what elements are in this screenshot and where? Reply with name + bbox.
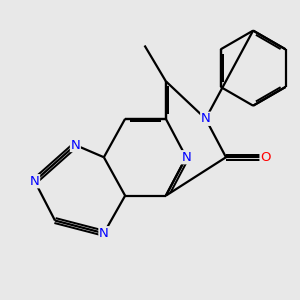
Text: N: N	[30, 175, 40, 188]
Text: N: N	[181, 151, 191, 164]
Text: N: N	[99, 227, 109, 240]
Text: N: N	[70, 139, 80, 152]
Text: N: N	[201, 112, 211, 125]
Text: O: O	[260, 151, 271, 164]
